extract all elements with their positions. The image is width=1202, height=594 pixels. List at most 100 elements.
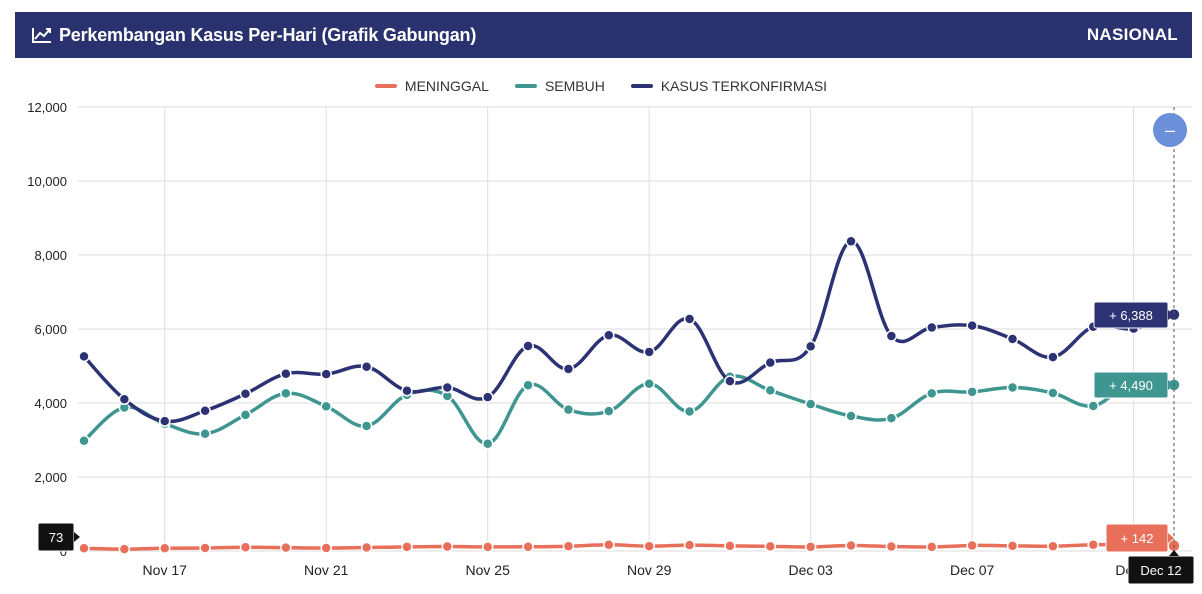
data-point-meninggal[interactable] xyxy=(401,541,413,553)
legend-item-meninggal[interactable]: MENINGGAL xyxy=(374,78,489,94)
data-point-sembuh[interactable] xyxy=(522,379,534,391)
data-point-meninggal[interactable] xyxy=(239,541,252,554)
data-point-sembuh[interactable] xyxy=(1087,400,1100,412)
zoom-out-button[interactable]: – xyxy=(1153,113,1187,147)
legend-item-sembuh[interactable]: SEMBUH xyxy=(514,78,605,94)
data-point-kasus[interactable] xyxy=(78,350,90,363)
data-point-kasus[interactable] xyxy=(603,329,615,342)
legend-label-kasus: KASUS TERKONFIRMASI xyxy=(660,78,828,94)
data-point-meninggal[interactable] xyxy=(441,540,454,553)
data-point-meninggal[interactable] xyxy=(885,540,898,553)
data-point-meninggal[interactable] xyxy=(643,540,655,552)
data-point-sembuh[interactable] xyxy=(320,400,332,413)
data-point-kasus[interactable] xyxy=(360,360,373,373)
tooltip-date-box xyxy=(1127,555,1195,585)
grid-lines xyxy=(78,106,1192,552)
trend-chart-icon xyxy=(32,28,51,43)
x-tick-label: Nov 25 xyxy=(466,562,511,578)
data-point-meninggal[interactable] xyxy=(926,541,938,553)
data-point-meninggal[interactable] xyxy=(320,542,332,554)
data-point-kasus[interactable] xyxy=(643,346,655,358)
data-point-meninggal[interactable] xyxy=(1047,540,1059,552)
data-point-meninggal[interactable] xyxy=(118,543,131,555)
tooltip-kasus: + 6,388 xyxy=(1093,301,1174,329)
y-tick-label: 2,000 xyxy=(34,470,67,485)
data-point-kasus[interactable] xyxy=(966,319,978,332)
tooltip-kasus-pointer xyxy=(1168,310,1174,320)
data-point-meninggal[interactable] xyxy=(603,538,615,551)
data-point-sembuh[interactable] xyxy=(926,387,938,400)
data-point-sembuh[interactable] xyxy=(804,398,817,410)
data-point-sembuh[interactable] xyxy=(78,434,90,447)
tooltip-date-text: Dec 12 xyxy=(1140,563,1181,578)
tooltip-meninggal: + 142 xyxy=(1105,523,1174,553)
data-point-meninggal[interactable] xyxy=(804,541,817,553)
data-point-meninggal[interactable] xyxy=(78,542,90,555)
data-point-kasus[interactable] xyxy=(199,405,211,417)
y-tick-label: 4,000 xyxy=(34,396,67,411)
data-point-sembuh[interactable] xyxy=(1047,387,1059,399)
data-point-sembuh[interactable] xyxy=(885,412,898,424)
data-point-meninggal[interactable] xyxy=(1006,540,1019,552)
data-point-kasus[interactable] xyxy=(118,393,131,406)
chart-legend: MENINGGAL SEMBUH KASUS TERKONFIRMASI xyxy=(0,78,1202,94)
data-point-kasus[interactable] xyxy=(804,340,817,353)
data-point-kasus[interactable] xyxy=(320,368,332,380)
data-point-kasus[interactable] xyxy=(926,321,938,334)
data-point-kasus[interactable] xyxy=(683,313,696,325)
tooltip-sembuh-text: + 4,490 xyxy=(1109,378,1153,393)
data-point-meninggal[interactable] xyxy=(966,539,978,552)
data-point-meninggal[interactable] xyxy=(764,540,777,553)
data-point-meninggal[interactable] xyxy=(158,542,171,554)
data-point-sembuh[interactable] xyxy=(360,420,373,432)
tooltip-date: Dec 12 xyxy=(1127,555,1195,585)
data-point-kasus[interactable] xyxy=(885,330,898,342)
data-point-meninggal[interactable] xyxy=(845,539,857,552)
data-point-sembuh[interactable] xyxy=(481,437,494,450)
data-point-sembuh[interactable] xyxy=(845,410,857,422)
data-point-kasus[interactable] xyxy=(845,235,857,248)
y-tick-label: 10,000 xyxy=(27,174,67,189)
data-point-kasus[interactable] xyxy=(764,356,777,369)
data-point-meninggal[interactable] xyxy=(1087,538,1100,551)
data-point-meninggal[interactable] xyxy=(360,541,373,554)
zoom-out-circle[interactable] xyxy=(1153,113,1187,147)
data-point-kasus[interactable] xyxy=(158,415,171,427)
data-point-sembuh[interactable] xyxy=(643,378,655,390)
tooltip-sembuh-pointer xyxy=(1168,380,1174,390)
minus-icon[interactable]: – xyxy=(1165,120,1175,140)
data-point-meninggal[interactable] xyxy=(481,541,494,553)
data-point-kasus[interactable] xyxy=(522,340,534,352)
data-point-kasus[interactable] xyxy=(481,391,494,403)
data-point-sembuh[interactable] xyxy=(966,386,978,398)
data-point-meninggal[interactable] xyxy=(199,542,211,554)
data-point-meninggal[interactable] xyxy=(522,540,534,553)
data-point-meninggal[interactable] xyxy=(562,540,575,552)
x-tick-label: Dec 03 xyxy=(788,562,833,578)
data-point-kasus[interactable] xyxy=(724,375,736,387)
data-point-sembuh[interactable] xyxy=(199,427,211,440)
x-tick-label: Nov 17 xyxy=(143,562,188,578)
data-point-sembuh[interactable] xyxy=(1006,381,1019,394)
data-point-meninggal[interactable] xyxy=(683,539,696,551)
data-point-kasus[interactable] xyxy=(401,385,413,397)
region-label[interactable]: NASIONAL xyxy=(1086,25,1178,44)
data-point-kasus[interactable] xyxy=(239,388,252,400)
data-point-sembuh[interactable] xyxy=(683,405,696,418)
data-point-sembuh[interactable] xyxy=(280,387,292,400)
data-point-sembuh[interactable] xyxy=(764,384,777,397)
legend-swatch-sembuh xyxy=(514,84,537,88)
data-point-kasus[interactable] xyxy=(1047,351,1059,363)
legend-item-kasus[interactable]: KASUS TERKONFIRMASI xyxy=(630,78,828,94)
x-tick-label: Nov 21 xyxy=(304,562,349,578)
data-point-sembuh[interactable] xyxy=(239,409,252,421)
data-point-meninggal[interactable] xyxy=(724,540,736,552)
data-point-sembuh[interactable] xyxy=(603,405,615,417)
data-point-meninggal[interactable] xyxy=(280,541,292,554)
data-point-sembuh[interactable] xyxy=(562,403,575,416)
data-point-kasus[interactable] xyxy=(441,381,454,394)
data-point-kasus[interactable] xyxy=(562,363,575,375)
data-point-kasus[interactable] xyxy=(280,368,292,380)
data-point-kasus[interactable] xyxy=(1006,333,1019,345)
